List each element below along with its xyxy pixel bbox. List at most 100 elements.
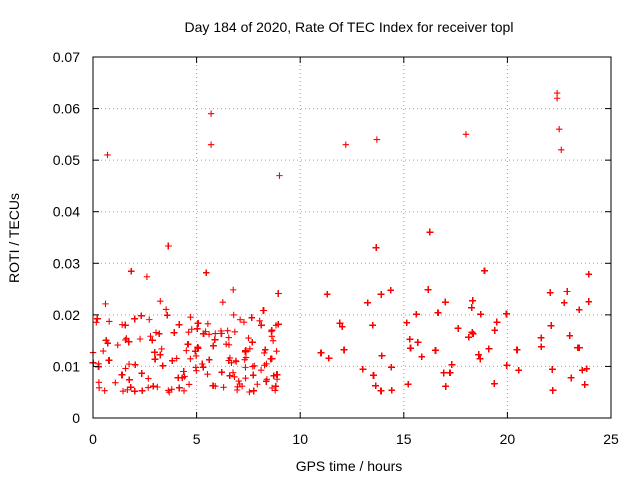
data-point bbox=[225, 334, 232, 341]
data-point bbox=[155, 330, 163, 337]
data-point bbox=[138, 370, 146, 377]
data-point bbox=[242, 364, 249, 371]
data-point bbox=[246, 388, 253, 396]
data-point bbox=[128, 268, 135, 275]
data-point bbox=[159, 362, 167, 369]
data-point bbox=[193, 367, 200, 374]
data-point bbox=[263, 360, 270, 368]
data-point bbox=[220, 384, 227, 391]
data-point bbox=[212, 330, 219, 337]
data-point bbox=[124, 386, 131, 393]
data-point bbox=[156, 351, 164, 359]
data-point bbox=[174, 374, 182, 381]
data-point bbox=[184, 341, 192, 348]
data-point bbox=[250, 387, 257, 395]
data-point bbox=[231, 328, 239, 335]
data-point bbox=[173, 355, 180, 362]
data-point bbox=[145, 375, 152, 382]
data-point bbox=[229, 369, 237, 376]
data-point bbox=[236, 316, 244, 323]
data-point bbox=[273, 347, 280, 355]
data-point bbox=[268, 327, 276, 334]
data-point bbox=[203, 269, 210, 276]
data-point bbox=[157, 297, 164, 305]
data-point bbox=[183, 347, 190, 354]
data-point bbox=[180, 368, 187, 375]
data-point bbox=[102, 300, 109, 308]
data-point bbox=[249, 363, 256, 370]
data-point bbox=[260, 307, 267, 314]
data-point bbox=[131, 315, 138, 323]
data-point bbox=[242, 375, 249, 382]
data-point bbox=[231, 373, 238, 381]
data-point bbox=[131, 361, 139, 369]
data-point bbox=[112, 379, 119, 386]
data-point bbox=[187, 355, 194, 363]
data-point bbox=[218, 368, 225, 376]
data-point bbox=[136, 335, 144, 343]
data-point bbox=[269, 337, 277, 344]
data-point bbox=[114, 341, 121, 349]
data-point bbox=[154, 383, 161, 391]
data-point bbox=[230, 286, 237, 294]
data-point bbox=[180, 387, 188, 394]
data-point bbox=[275, 290, 282, 297]
data-point bbox=[126, 376, 133, 383]
data-point bbox=[125, 360, 133, 368]
data-point bbox=[272, 383, 279, 390]
data-point bbox=[273, 371, 281, 378]
data-point bbox=[262, 346, 269, 353]
data-point bbox=[165, 242, 172, 250]
data-point bbox=[211, 336, 219, 343]
data-point bbox=[226, 372, 234, 380]
data-points bbox=[89, 89, 592, 396]
data-point bbox=[118, 371, 126, 379]
data-point bbox=[95, 379, 103, 386]
data-point bbox=[93, 319, 100, 326]
data-point bbox=[138, 387, 146, 394]
data-point bbox=[267, 355, 274, 363]
data-point bbox=[119, 387, 127, 395]
data-point bbox=[225, 341, 233, 348]
data-point bbox=[250, 371, 257, 379]
data-point bbox=[152, 329, 160, 336]
data-point bbox=[249, 339, 256, 346]
data-point bbox=[122, 321, 129, 329]
data-point bbox=[122, 365, 129, 372]
data-point bbox=[168, 386, 175, 393]
data-point bbox=[95, 384, 103, 392]
data-point bbox=[236, 380, 243, 388]
data-point bbox=[94, 315, 101, 322]
data-point bbox=[146, 316, 153, 323]
data-point bbox=[187, 313, 194, 321]
data-point bbox=[185, 381, 193, 388]
data-point bbox=[256, 317, 263, 324]
data-point bbox=[150, 383, 157, 390]
data-point bbox=[251, 362, 258, 370]
data-point bbox=[164, 312, 171, 319]
data-point bbox=[158, 345, 165, 353]
data-point bbox=[257, 367, 265, 374]
data-point bbox=[199, 360, 206, 368]
chart-title: Day 184 of 2020, Rate Of TEC Index for r… bbox=[185, 19, 514, 35]
data-point bbox=[131, 388, 138, 395]
data-point bbox=[175, 321, 183, 328]
data-point bbox=[151, 355, 159, 363]
data-point bbox=[261, 349, 268, 357]
data-point bbox=[210, 342, 217, 350]
data-point bbox=[232, 357, 239, 365]
data-point bbox=[245, 334, 252, 342]
data-point bbox=[138, 312, 145, 319]
data-point bbox=[246, 345, 254, 353]
grid-lines bbox=[93, 57, 611, 418]
data-point bbox=[224, 327, 231, 334]
data-point bbox=[194, 325, 201, 332]
data-point bbox=[122, 336, 129, 344]
data-point bbox=[204, 320, 212, 328]
data-point bbox=[162, 306, 170, 313]
data-point bbox=[254, 381, 261, 388]
data-point bbox=[230, 311, 237, 319]
data-point bbox=[185, 328, 192, 336]
data-point bbox=[205, 331, 213, 338]
